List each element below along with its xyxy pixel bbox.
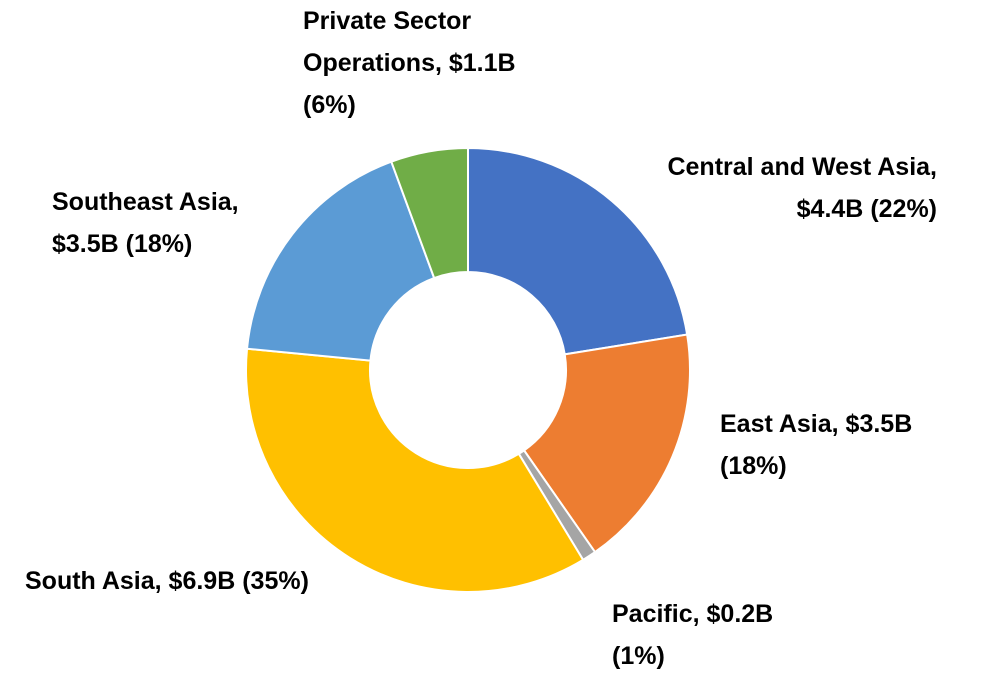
- category: Southeast Asia,: [52, 188, 239, 216]
- data-label: Private Sector Operations, $1.1B (6%): [303, 0, 528, 126]
- percent-label: (1%): [612, 642, 665, 670]
- value-label: $1.1B: [448, 49, 516, 77]
- category: Private Sector Operations,: [303, 7, 472, 77]
- category: South Asia,: [25, 567, 162, 595]
- category: Pacific,: [612, 600, 700, 628]
- percent-label: (6%): [303, 91, 356, 119]
- data-label: South Asia, $6.9B (35%): [25, 560, 315, 602]
- data-label: Central and West Asia, $4.4B (22%): [640, 146, 937, 230]
- percent-label: (18%): [720, 452, 787, 480]
- value-label: $6.9B: [168, 567, 236, 595]
- data-label: Pacific, $0.2B (1%): [612, 593, 832, 677]
- value-label: $3.5B: [845, 410, 913, 438]
- category: East Asia,: [720, 410, 839, 438]
- percent-label: (22%): [870, 195, 937, 223]
- donut-slice: [467, 146, 689, 356]
- donut-slice: [245, 347, 585, 593]
- data-label: East Asia, $3.5B (18%): [720, 403, 970, 487]
- donut-slice: [522, 333, 691, 554]
- donut-slice: [390, 146, 469, 280]
- donut-slice: [245, 160, 436, 362]
- value-label: $4.4B: [796, 195, 864, 223]
- percent-label: (18%): [125, 230, 193, 258]
- value-label: $3.5B: [52, 230, 119, 258]
- percent-label: (35%): [242, 567, 309, 595]
- data-label: Southeast Asia, $3.5B (18%): [52, 181, 302, 265]
- value-label: $0.2B: [706, 600, 774, 628]
- category: Central and West Asia,: [667, 153, 937, 181]
